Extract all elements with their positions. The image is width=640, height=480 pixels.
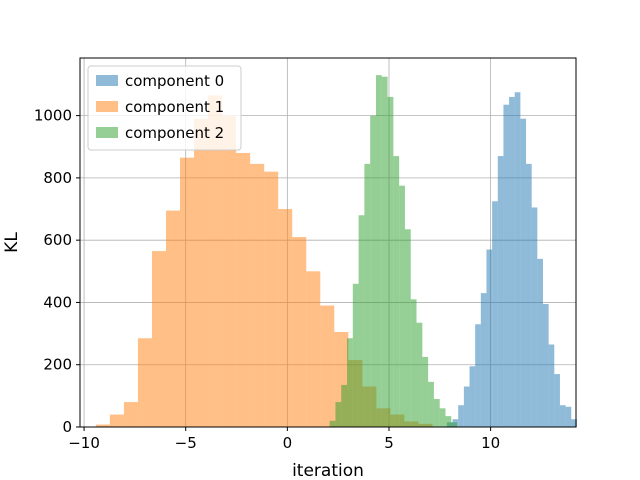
x-tick-label: 0 (283, 434, 293, 452)
y-tick-label: 0 (62, 418, 72, 436)
legend-swatch (96, 75, 118, 86)
y-axis-label: KL (2, 232, 22, 253)
histogram-bar (565, 406, 572, 427)
histogram-bar (554, 374, 560, 427)
histogram-bar (123, 402, 138, 427)
histogram-bar (278, 209, 293, 427)
axis-ticks: −10 −5 0 5 10 0 200 400 600 800 1000 (34, 107, 500, 452)
plot-frame (79, 57, 577, 428)
histogram-bar (381, 76, 388, 428)
histogram-bar (486, 249, 493, 427)
histogram-bar (306, 271, 321, 427)
histogram-bar (422, 356, 429, 427)
histogram-bar (480, 293, 487, 427)
histogram-bar (548, 344, 555, 427)
histogram-bar (475, 324, 481, 427)
x-tick-label: 10 (481, 434, 500, 452)
histogram-bar (352, 283, 359, 427)
x-axis-label: iteration (292, 461, 364, 480)
y-tick-label: 200 (43, 356, 72, 374)
legend-swatch (96, 101, 118, 112)
histogram-bar (571, 419, 577, 427)
y-tick-label: 1000 (34, 107, 72, 125)
histogram-bar (329, 420, 336, 427)
histogram-bar (463, 386, 470, 427)
series-2-bars (329, 75, 458, 428)
x-tick-label: 5 (384, 434, 394, 452)
histogram-bar (208, 95, 223, 427)
y-tick-label: 600 (43, 231, 72, 249)
histogram-bar (559, 405, 566, 427)
histogram-bar (404, 229, 411, 427)
histogram-bar (165, 210, 181, 427)
histogram-bar (520, 118, 527, 427)
histogram-bar (428, 381, 434, 427)
legend-label: component 1 (125, 98, 224, 116)
histogram-bar (458, 405, 464, 427)
series-0-bars (446, 92, 577, 428)
legend-label: component 0 (125, 72, 224, 90)
histogram-bar (451, 422, 458, 427)
y-tick-label: 800 (43, 169, 72, 187)
histogram-bar (531, 207, 538, 427)
histogram-bar (264, 171, 279, 427)
legend-swatch (96, 127, 118, 138)
series-1-bars (95, 95, 433, 428)
histogram-bar (95, 424, 110, 427)
histogram-bars (95, 75, 577, 428)
histogram-bar (292, 237, 307, 427)
histogram-bar (492, 201, 498, 427)
histogram-bar (514, 92, 521, 427)
legend-box (87, 65, 242, 151)
histogram-bar (222, 115, 237, 427)
histogram-bar (509, 96, 515, 428)
histogram-bar (445, 416, 452, 427)
histogram-bar (194, 118, 209, 427)
histogram-bar (250, 163, 265, 427)
histogram-bar (526, 163, 532, 427)
histogram-bar (358, 215, 365, 427)
histogram-bar (180, 157, 195, 427)
histogram-bar (151, 251, 166, 427)
histogram-bar (236, 152, 251, 428)
legend: component 0 component 1 component 2 (87, 65, 242, 151)
histogram-bar (375, 75, 382, 427)
histogram-bar (341, 384, 348, 427)
histogram-bar (109, 414, 124, 427)
histogram-bar (433, 398, 440, 427)
x-tick-label: −5 (175, 434, 197, 452)
histogram-bar (137, 338, 152, 427)
histogram-bar (469, 366, 476, 427)
histogram-bar (542, 304, 549, 427)
histogram-bar (497, 156, 504, 427)
histogram-bar (537, 258, 543, 427)
y-tick-label: 400 (43, 293, 72, 311)
histogram-bar (399, 185, 405, 427)
legend-label: component 2 (125, 124, 224, 142)
histogram-bar (393, 156, 400, 427)
histogram-bar (416, 322, 423, 427)
histogram-bar (439, 408, 446, 427)
histogram-bar (364, 163, 371, 427)
histogram-bar (503, 104, 510, 427)
histogram-bar (387, 96, 394, 428)
histogram-bar (410, 299, 417, 427)
histogram-bar (335, 402, 342, 427)
x-tick-label: −10 (68, 434, 100, 452)
histogram-bar (320, 305, 335, 427)
histogram-bar (347, 338, 353, 427)
histogram-bar (370, 115, 376, 427)
